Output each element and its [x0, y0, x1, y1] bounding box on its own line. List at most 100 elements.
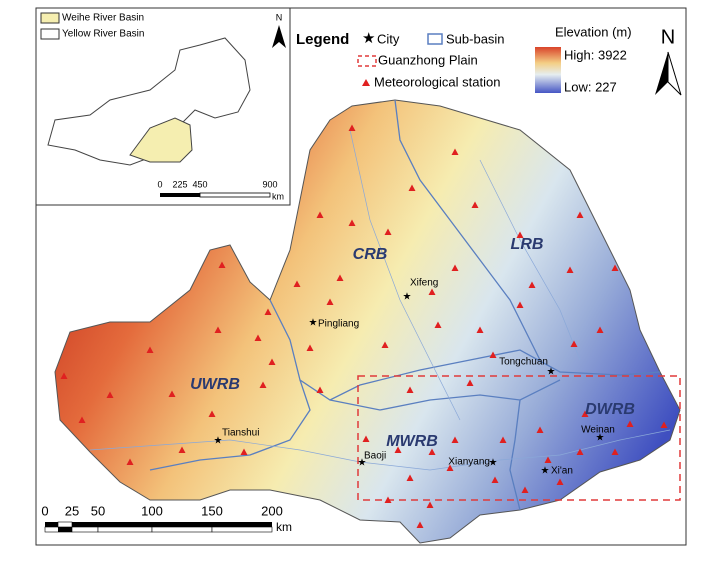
station	[596, 326, 604, 333]
station	[240, 448, 248, 455]
inset-scale-label: 450	[192, 179, 207, 189]
city-label: Pingliang	[318, 319, 359, 330]
station	[476, 326, 484, 333]
guanzhong-plain	[357, 375, 681, 501]
city-label: Tongchuan	[499, 357, 548, 368]
inset-scale-label: 0	[157, 179, 162, 189]
inset-scalebar	[160, 193, 200, 197]
station	[536, 426, 544, 433]
star-icon: ★	[362, 30, 375, 47]
scale-bar	[211, 526, 273, 533]
north: N	[661, 26, 675, 48]
elevation-title: Elevation (m)	[555, 24, 632, 39]
sub-basin-icon	[427, 33, 443, 45]
legend-guanzhong: Guanzhong Plain	[378, 52, 478, 67]
elevation-bar	[535, 47, 561, 93]
station	[451, 264, 459, 271]
city-label: Xianyang	[448, 457, 490, 468]
station	[268, 358, 276, 365]
north-arrow	[655, 52, 668, 95]
sub-basin-lines	[149, 99, 661, 511]
station	[381, 341, 389, 348]
station	[566, 266, 574, 273]
station	[326, 298, 334, 305]
station	[556, 478, 564, 485]
city-star: ★	[541, 466, 550, 477]
station	[471, 201, 479, 208]
station	[434, 321, 442, 328]
station	[660, 421, 668, 428]
station	[451, 436, 459, 443]
station	[264, 308, 272, 315]
sub-basin-label: DWRB	[585, 401, 635, 418]
station	[362, 435, 370, 442]
scale-unit: km	[276, 520, 292, 534]
station	[78, 416, 86, 423]
city-star: ★	[309, 318, 318, 329]
station	[516, 231, 524, 238]
scale-bar	[151, 526, 213, 533]
station	[106, 391, 114, 398]
scale-bar	[71, 526, 99, 533]
station	[259, 381, 267, 388]
station	[544, 456, 552, 463]
station	[416, 521, 424, 528]
station	[499, 436, 507, 443]
station	[348, 219, 356, 226]
scale-label: 25	[65, 503, 79, 518]
station	[384, 496, 392, 503]
station	[348, 124, 356, 131]
scale-bar	[97, 526, 153, 533]
city-star: ★	[358, 458, 367, 469]
station	[516, 301, 524, 308]
yellow-swatch	[40, 28, 60, 40]
city-star: ★	[214, 436, 223, 447]
scale-bar	[152, 522, 212, 527]
station	[394, 446, 402, 453]
station	[254, 334, 262, 341]
scale-label: 0	[41, 503, 48, 518]
basin	[54, 99, 681, 544]
legend-station: Meteorological station	[374, 74, 500, 89]
station	[316, 386, 324, 393]
station	[521, 486, 529, 493]
station	[384, 228, 392, 235]
station	[168, 390, 176, 397]
station	[406, 474, 414, 481]
station	[306, 344, 314, 351]
scale-bar	[72, 522, 98, 527]
station	[316, 211, 324, 218]
station	[528, 281, 536, 288]
scale-label: 150	[201, 503, 223, 518]
station-icon	[362, 79, 370, 86]
inset-arrow	[272, 25, 286, 48]
station	[428, 288, 436, 295]
scale-label: 200	[261, 503, 283, 518]
scale-bar	[58, 527, 72, 532]
station	[428, 448, 436, 455]
inset-scale-label: 225	[172, 179, 187, 189]
inset-scale-unit: km	[272, 191, 284, 201]
scale-bar	[98, 522, 152, 527]
scale-bar	[57, 521, 73, 528]
scale-label: 100	[141, 503, 163, 518]
station	[489, 351, 497, 358]
station	[208, 410, 216, 417]
station	[570, 340, 578, 347]
elevation-high: High: 3922	[564, 47, 627, 62]
sub-basin-label: LRB	[511, 236, 544, 253]
station	[576, 211, 584, 218]
inset-scalebar	[199, 192, 271, 198]
sub-basin-label: CRB	[353, 246, 388, 263]
city-label: Xifeng	[410, 278, 438, 289]
weihe-basin	[129, 117, 193, 163]
station	[178, 446, 186, 453]
station	[218, 261, 226, 268]
city-star: ★	[403, 292, 412, 303]
yellow-river-basin	[47, 37, 251, 166]
inset-scale-label: 900	[262, 179, 277, 189]
legend-sub-basin: Sub-basin	[446, 31, 505, 46]
scale-bar	[212, 522, 272, 527]
station	[611, 264, 619, 271]
